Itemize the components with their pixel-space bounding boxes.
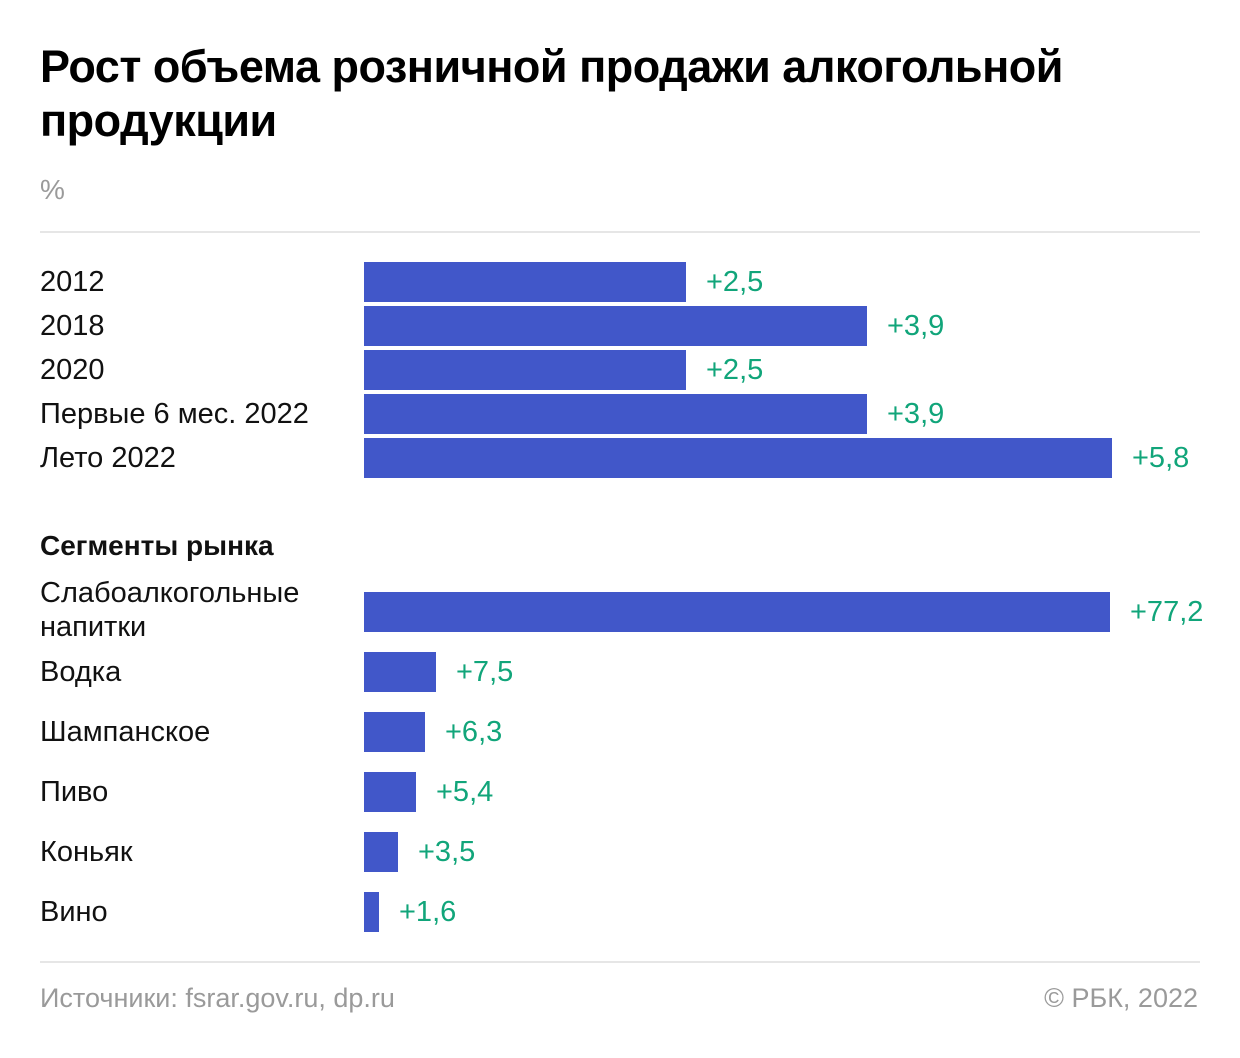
value-label: +3,9 bbox=[887, 398, 945, 430]
segments-section-title: Сегменты рынка bbox=[40, 530, 274, 561]
value-label: +1,6 bbox=[399, 896, 457, 928]
bar bbox=[364, 306, 867, 346]
category-label: Пиво bbox=[40, 776, 109, 808]
category-label: Вино bbox=[40, 896, 108, 928]
source-note: Источники: fsrar.gov.ru, dp.ru bbox=[40, 983, 395, 1013]
category-label: Слабоалкогольные напитки bbox=[40, 577, 300, 643]
value-label: +6,3 bbox=[445, 716, 503, 748]
value-label: +5,4 bbox=[436, 776, 494, 808]
copyright-note: © РБК, 2022 bbox=[1044, 983, 1198, 1013]
bar bbox=[364, 892, 379, 932]
bar bbox=[364, 262, 686, 302]
category-label: Шампанское bbox=[40, 716, 211, 748]
value-label: +3,5 bbox=[418, 836, 476, 868]
category-label: Первые 6 мес. 2022 bbox=[40, 398, 309, 430]
bar bbox=[364, 832, 398, 872]
bottom-divider bbox=[40, 961, 1200, 963]
value-label: +5,8 bbox=[1132, 442, 1190, 474]
bar bbox=[364, 394, 867, 434]
category-label: Водка bbox=[40, 656, 122, 688]
bar bbox=[364, 438, 1112, 478]
category-label: 2012 bbox=[40, 266, 105, 298]
category-label: 2018 bbox=[40, 310, 105, 342]
bar bbox=[364, 350, 686, 390]
chart-title: Рост объема розничной продажи алкогольно… bbox=[40, 41, 1063, 146]
top-divider bbox=[40, 231, 1200, 233]
bar bbox=[364, 772, 416, 812]
unit-label: % bbox=[40, 174, 65, 205]
category-label: 2020 bbox=[40, 354, 105, 386]
bar bbox=[364, 592, 1110, 632]
value-label: +7,5 bbox=[456, 656, 514, 688]
category-label: Лето 2022 bbox=[40, 442, 176, 474]
value-label: +77,2 bbox=[1130, 596, 1204, 628]
value-label: +2,5 bbox=[706, 266, 764, 298]
bar bbox=[364, 652, 436, 692]
value-label: +3,9 bbox=[887, 310, 945, 342]
bar bbox=[364, 712, 425, 752]
value-label: +2,5 bbox=[706, 354, 764, 386]
category-label: Коньяк bbox=[40, 836, 133, 868]
